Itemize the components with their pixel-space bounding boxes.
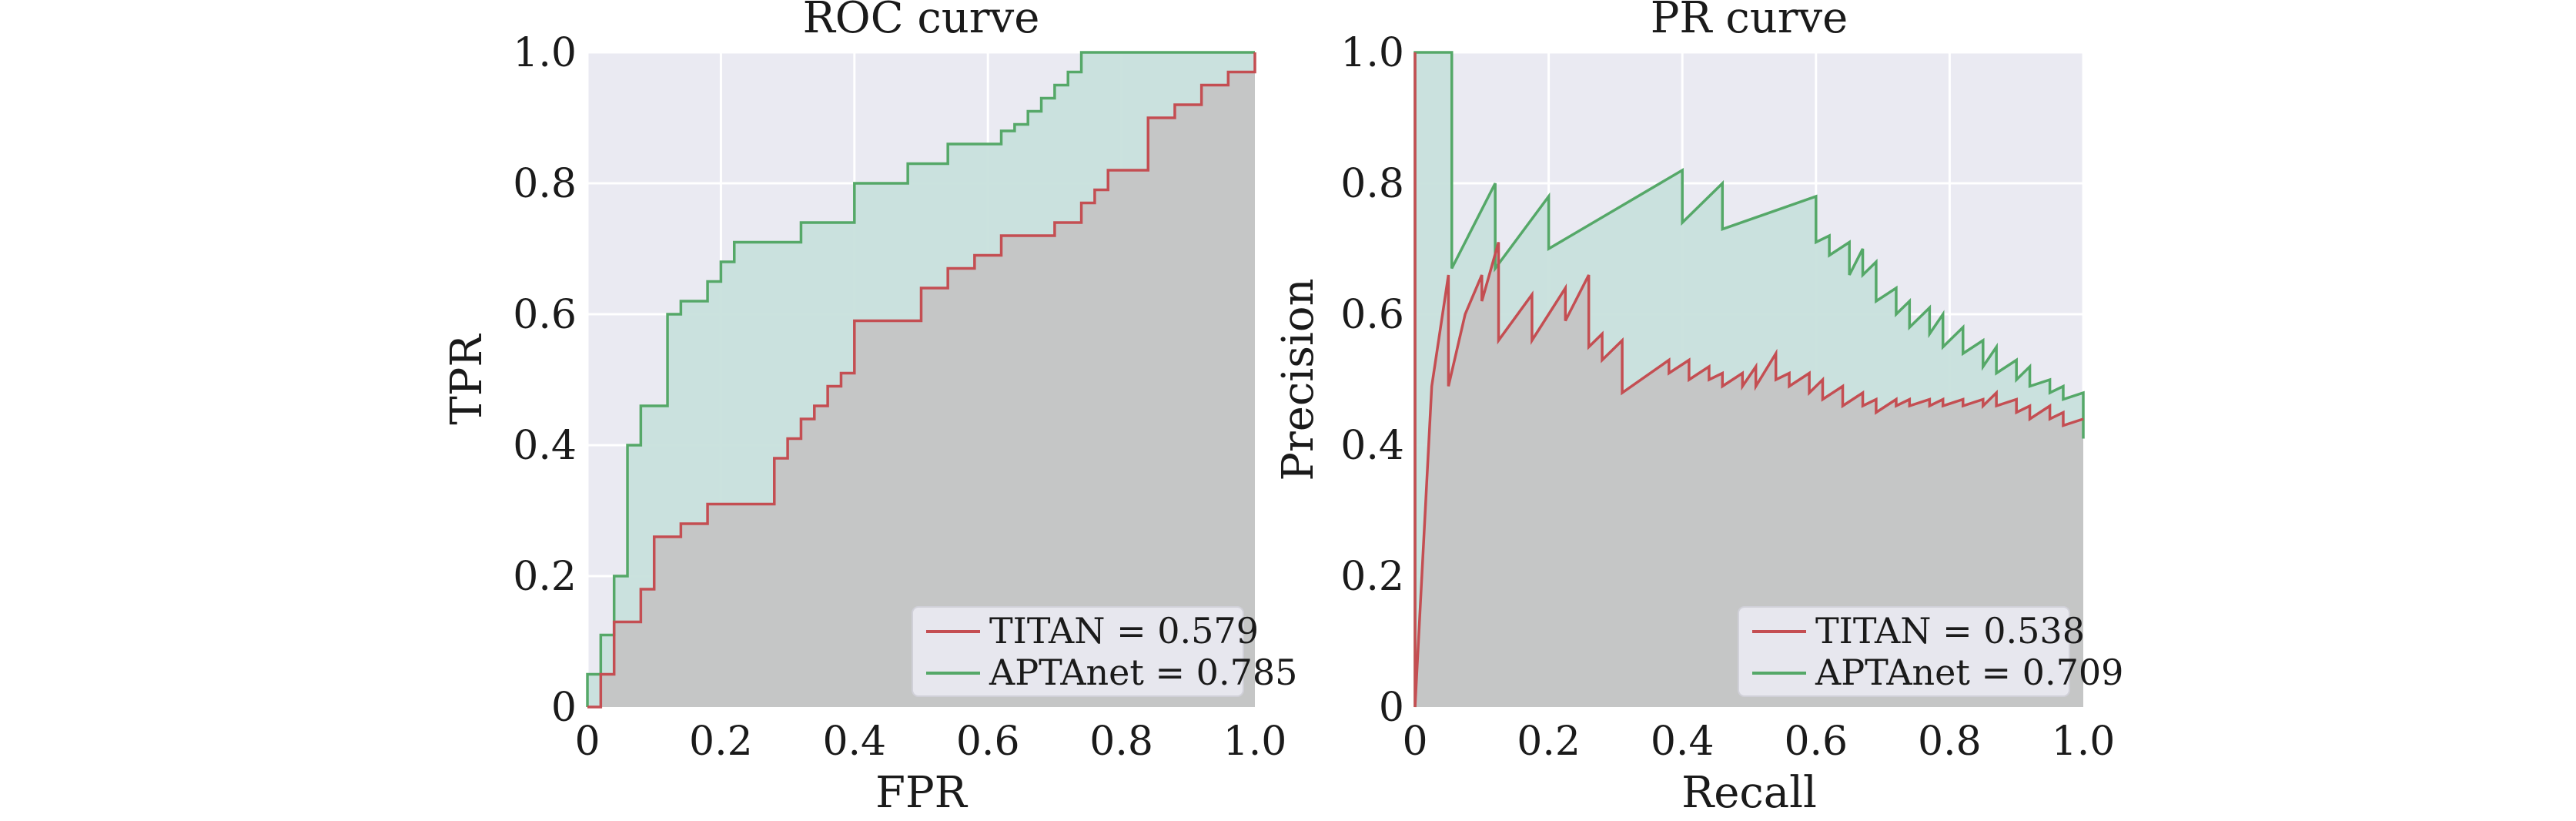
pr-y-tick-label: 0.6 [1340,292,1404,338]
roc-y-tick-label: 1.0 [513,30,577,76]
roc-y-tick-label: 0.8 [513,161,577,207]
pr-y-tick-label: 0.4 [1340,423,1404,469]
pr-legend-label-titan: TITAN = 0.538 [1815,610,2085,652]
roc-x-tick-label: 1.0 [1223,719,1287,765]
roc-y-axis-label: TPR [442,333,492,425]
roc-legend-box [912,606,1244,697]
roc-y-tick-label: 0.2 [513,554,577,600]
roc-chart: 0 0.2 0.4 0.6 0.8 1.0 0 0.2 0.4 0.6 0.8 1.0 ROC curv… [442,0,1297,818]
roc-chart-title: ROC curve [803,0,1040,43]
pr-titan-line [1413,52,2084,708]
pr-x-tick-label: 1.0 [2052,719,2116,765]
roc-x-tick-label: 0.8 [1089,719,1153,765]
pr-y-tick-label: 0.8 [1340,161,1404,207]
pr-x-tick-label: 0.8 [1918,719,1982,765]
pr-chart-title: PR curve [1651,0,1848,43]
pr-x-tick-label: 0.4 [1651,719,1715,765]
pr-legend-label-aptanet: APTAnet = 0.709 [1815,652,2123,693]
pr-titan-area [1415,52,2083,707]
pr-y-tick-label: 0.2 [1340,554,1404,600]
roc-x-axis-label: FPR [875,768,969,818]
pr-aptanet-line [1413,51,2085,707]
roc-x-tick-label: 0.6 [956,719,1020,765]
roc-titan-line [587,52,1256,709]
pr-x-tick-label: 0 [1402,719,1427,765]
pr-legend-box [1738,606,2070,697]
pr-x-tick-label: 0.2 [1517,719,1581,765]
roc-x-tick-label: 0.4 [822,719,886,765]
pr-y-tick-label: 1.0 [1340,30,1404,76]
roc-legend-label-aptanet: APTAnet = 0.785 [989,652,1297,693]
roc-y-tick-label: 0.6 [513,292,577,338]
roc-x-tick-label: 0.2 [689,719,753,765]
roc-y-tick-label: 0 [551,685,577,731]
pr-x-axis-label: Recall [1681,768,1817,818]
pr-x-tick-label: 0.6 [1784,719,1848,765]
pr-y-axis-label: Precision [1273,278,1323,481]
pr-y-tick-label: 0 [1379,685,1404,731]
roc-y-tick-label: 0.4 [513,423,577,469]
roc-x-tick-label: 0 [574,719,600,765]
roc-aptanet-line [586,51,1255,707]
pr-chart: 0 0.2 0.4 0.6 0.8 1.0 0 0.2 0.4 0.6 0.8 1.0 PR curve… [1273,0,2123,818]
roc-titan-area [587,52,1255,707]
roc-legend-label-titan: TITAN = 0.579 [989,610,1259,652]
